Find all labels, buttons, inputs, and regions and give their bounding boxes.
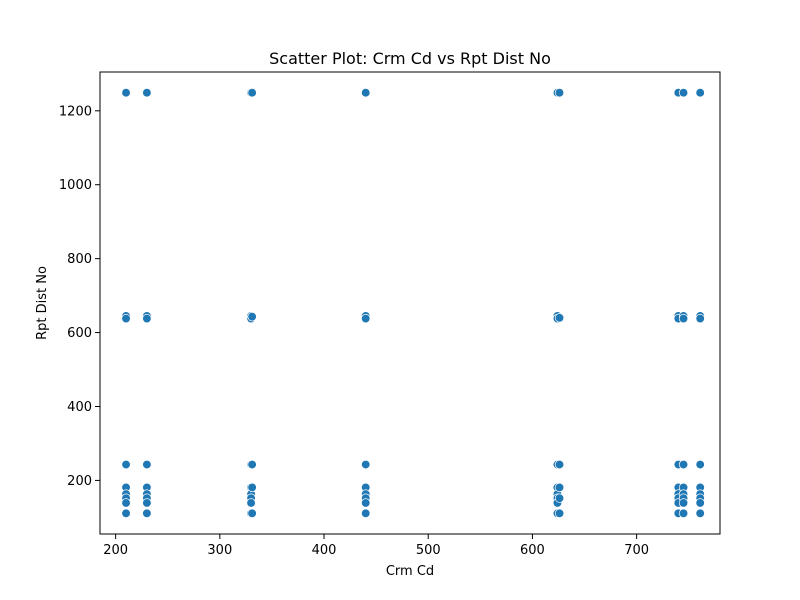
scatter-point [695, 88, 705, 98]
scatter-point [247, 508, 257, 518]
scatter-point [554, 508, 565, 518]
x-tick-label: 400 [312, 543, 337, 558]
scatter-point [121, 508, 131, 518]
scatter-point [121, 313, 131, 324]
scatter-point [695, 459, 705, 470]
scatter-point [121, 498, 131, 508]
scatter-point [678, 508, 689, 518]
chart-title: Scatter Plot: Crm Cd vs Rpt Dist No [269, 49, 551, 68]
data-points [121, 88, 705, 518]
x-tick-label: 600 [520, 543, 545, 558]
scatter-point [121, 88, 131, 98]
scatter-point [361, 508, 371, 518]
x-tick-label: 200 [103, 543, 128, 558]
scatter-point [142, 313, 152, 324]
y-tick-label: 800 [67, 252, 92, 267]
scatter-point [246, 498, 256, 508]
scatter-point [247, 312, 257, 322]
scatter-point [247, 88, 257, 98]
scatter-point [554, 482, 565, 493]
scatter-point [142, 459, 152, 470]
scatter-point [678, 313, 689, 324]
x-axis: 200 300 400 500 600 700 [103, 534, 649, 558]
scatter-point [361, 459, 371, 470]
x-tick-label: 700 [624, 543, 649, 558]
x-tick-label: 300 [207, 543, 232, 558]
scatter-point [695, 313, 705, 324]
y-tick-label: 1200 [59, 104, 92, 119]
plot-area [99, 71, 721, 535]
x-tick-label: 500 [416, 543, 441, 558]
scatter-point [142, 88, 152, 98]
scatter-point [695, 498, 705, 508]
scatter-point [678, 498, 689, 508]
y-tick-label: 400 [67, 400, 92, 415]
scatter-point [361, 498, 371, 508]
scatter-point [361, 313, 371, 324]
scatter-point [247, 482, 257, 493]
scatter-point [678, 459, 689, 470]
scatter-point [678, 88, 689, 98]
scatter-point [142, 498, 152, 508]
scatter-point [554, 459, 565, 470]
scatter-point [121, 459, 131, 470]
y-tick-label: 200 [67, 474, 92, 489]
scatter-point [554, 313, 565, 323]
y-tick-label: 1000 [59, 178, 92, 193]
scatter-point [361, 88, 371, 98]
scatter-point [554, 88, 565, 98]
scatter-point [554, 493, 565, 503]
y-axis-label: Rpt Dist No [35, 266, 50, 340]
x-axis-label: Crm Cd [386, 564, 434, 579]
scatter-point [142, 508, 152, 518]
y-tick-label: 600 [67, 326, 92, 341]
scatter-point [695, 508, 705, 518]
scatter-point [247, 459, 257, 470]
y-axis: 200 400 600 800 1000 1200 [59, 104, 100, 489]
